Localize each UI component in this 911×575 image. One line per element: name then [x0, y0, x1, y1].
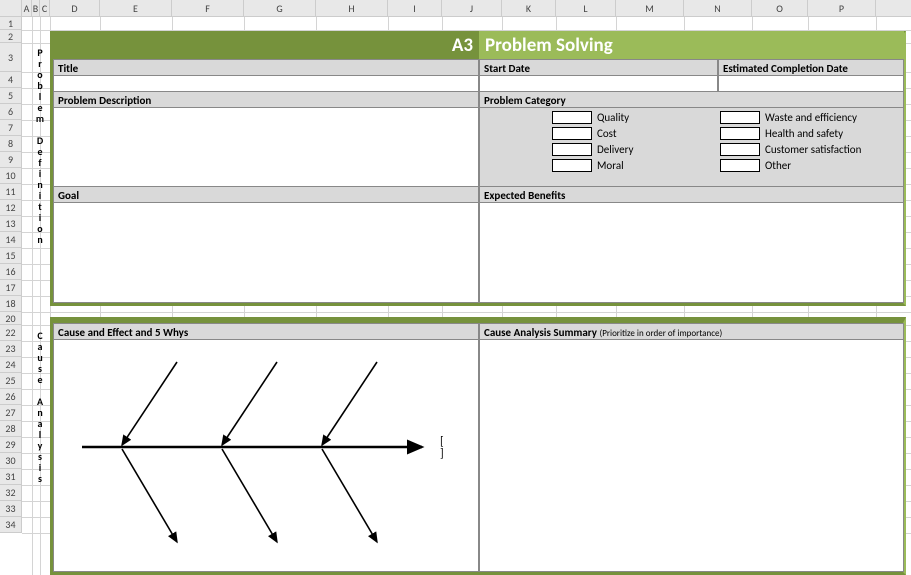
- row-header[interactable]: 30: [0, 453, 21, 469]
- row-header[interactable]: 33: [0, 501, 21, 517]
- row-header[interactable]: 26: [0, 389, 21, 405]
- category-label: Delivery: [597, 143, 634, 157]
- row-header[interactable]: 25: [0, 373, 21, 389]
- banner-left-text: A3: [452, 34, 473, 57]
- row-header[interactable]: 31: [0, 469, 21, 485]
- column-headers: ABCDEFGHIJKLMNOP: [22, 0, 911, 17]
- row-header[interactable]: 27: [0, 405, 21, 421]
- category-label: Customer satisfaction: [765, 143, 861, 157]
- fishbone-diagram: [67, 347, 447, 557]
- banner-right: Problem Solving: [479, 31, 904, 59]
- row-header[interactable]: 7: [0, 120, 21, 136]
- row-header[interactable]: 13: [0, 216, 21, 232]
- category-checkbox[interactable]: [720, 127, 760, 140]
- banner-right-text: Problem Solving: [485, 34, 613, 57]
- row-header[interactable]: 12: [0, 200, 21, 216]
- cell-benefits-body[interactable]: [479, 202, 904, 303]
- category-label: Health and safety: [765, 127, 843, 141]
- column-header[interactable]: C: [40, 0, 50, 16]
- column-header[interactable]: O: [752, 0, 808, 16]
- column-header[interactable]: K: [502, 0, 556, 16]
- cell-completion-value[interactable]: [718, 75, 904, 92]
- column-header[interactable]: G: [244, 0, 316, 16]
- row-header[interactable]: 8: [0, 136, 21, 152]
- cell-problem-description-body[interactable]: [53, 107, 479, 187]
- column-header[interactable]: F: [172, 0, 244, 16]
- category-checkbox[interactable]: [552, 111, 592, 124]
- header-problem-category[interactable]: Problem Category: [479, 91, 904, 108]
- row-header[interactable]: 6: [0, 104, 21, 120]
- category-checkbox[interactable]: [720, 159, 760, 172]
- section-label-cause-analysis: Cause Analysis: [34, 330, 46, 484]
- column-header[interactable]: E: [100, 0, 172, 16]
- category-checkbox[interactable]: [552, 127, 592, 140]
- category-label: Waste and efficiency: [765, 111, 857, 125]
- row-header[interactable]: 14: [0, 232, 21, 248]
- row-header[interactable]: 34: [0, 517, 21, 533]
- cell-title-value[interactable]: [53, 75, 479, 92]
- spreadsheet-viewport: ABCDEFGHIJKLMNOP 12345678910111213141516…: [0, 0, 911, 575]
- header-benefits[interactable]: Expected Benefits: [479, 186, 904, 203]
- header-cause-effect[interactable]: Cause and Effect and 5 Whys: [53, 323, 479, 340]
- row-header[interactable]: 20: [0, 312, 21, 325]
- header-goal[interactable]: Goal: [53, 186, 479, 203]
- row-header[interactable]: 1: [0, 17, 21, 30]
- select-all-corner[interactable]: [0, 0, 22, 17]
- row-header[interactable]: 5: [0, 88, 21, 104]
- row-header[interactable]: 10: [0, 168, 21, 184]
- row-header[interactable]: 11: [0, 184, 21, 200]
- column-header[interactable]: H: [316, 0, 388, 16]
- row-header[interactable]: 17: [0, 280, 21, 296]
- row-header[interactable]: 9: [0, 152, 21, 168]
- row-header[interactable]: 3: [0, 43, 21, 72]
- row-header[interactable]: 18: [0, 296, 21, 312]
- header-title[interactable]: Title: [53, 59, 479, 76]
- column-header[interactable]: J: [442, 0, 502, 16]
- cell-start-date-value[interactable]: [479, 75, 718, 92]
- header-completion-date[interactable]: Estimated Completion Date: [718, 59, 904, 76]
- header-cause-summary-text: Cause Analysis Summary: [484, 326, 597, 339]
- section-label-problem-definition: Problem Definition: [34, 47, 46, 245]
- row-header[interactable]: 16: [0, 264, 21, 280]
- category-checkbox[interactable]: [552, 159, 592, 172]
- row-header[interactable]: 29: [0, 437, 21, 453]
- column-header[interactable]: D: [50, 0, 100, 16]
- header-start-date[interactable]: Start Date: [479, 59, 718, 76]
- row-header[interactable]: 24: [0, 357, 21, 373]
- column-header[interactable]: M: [616, 0, 684, 16]
- header-cause-summary[interactable]: Cause Analysis Summary (Prioritize in or…: [479, 323, 904, 340]
- column-header[interactable]: B: [32, 0, 40, 16]
- category-checkbox[interactable]: [720, 143, 760, 156]
- row-header[interactable]: 28: [0, 421, 21, 437]
- row-headers: 1234567891011121314151617182022232425262…: [0, 17, 22, 533]
- category-label: Other: [765, 159, 791, 173]
- category-checkbox[interactable]: [720, 111, 760, 124]
- grid-area[interactable]: Problem Definition Cause Analysis A3 Pro…: [22, 17, 911, 575]
- category-label: Cost: [597, 127, 617, 141]
- category-label: Moral: [597, 159, 624, 173]
- header-problem-description[interactable]: Problem Description: [53, 91, 479, 108]
- row-header[interactable]: 4: [0, 72, 21, 88]
- category-checkbox[interactable]: [552, 143, 592, 156]
- column-header[interactable]: P: [808, 0, 876, 16]
- header-cause-summary-note: (Prioritize in order of importance): [599, 328, 722, 339]
- banner-left: A3: [53, 31, 479, 59]
- column-header[interactable]: L: [556, 0, 616, 16]
- column-header[interactable]: I: [388, 0, 442, 16]
- column-header[interactable]: N: [684, 0, 752, 16]
- cell-goal-body[interactable]: [53, 202, 479, 303]
- row-header[interactable]: 2: [0, 30, 21, 43]
- row-header[interactable]: 32: [0, 485, 21, 501]
- column-header[interactable]: A: [22, 0, 32, 16]
- category-label: Quality: [597, 111, 629, 125]
- row-header[interactable]: 23: [0, 341, 21, 357]
- cell-cause-summary-body[interactable]: [479, 339, 904, 572]
- row-header[interactable]: 15: [0, 248, 21, 264]
- row-header[interactable]: 22: [0, 325, 21, 341]
